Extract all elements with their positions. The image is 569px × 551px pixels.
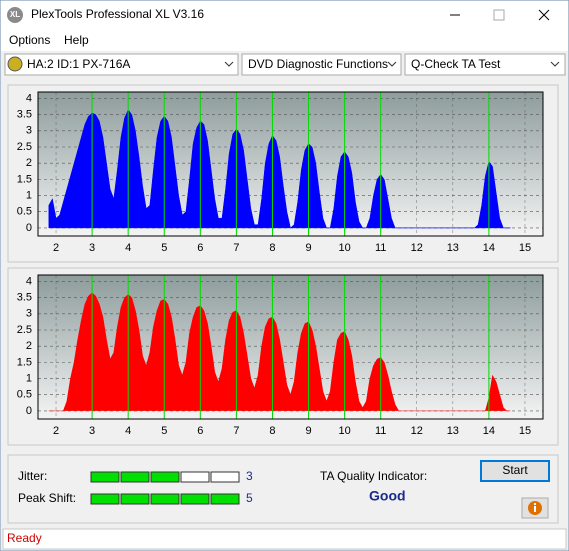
app-icon-text: XL <box>10 10 20 19</box>
plot-border <box>37 274 544 420</box>
level-box <box>120 471 150 483</box>
dropdown-arrow <box>550 61 560 67</box>
level-box <box>150 471 180 483</box>
quality-label: TA Quality Indicator: <box>320 469 427 483</box>
status-text: Ready <box>7 531 42 545</box>
y-tick-label: 4 <box>26 275 32 287</box>
level-box <box>180 493 210 505</box>
test-select-text: Q-Check TA Test <box>411 57 501 71</box>
x-tick-label: 13 <box>447 242 459 254</box>
y-tick-label: 1.5 <box>17 356 32 368</box>
window-title: PlexTools Professional XL V3.16 <box>31 7 204 21</box>
drive-select-text: HA:2 ID:1 PX-716A <box>27 57 130 71</box>
info-icon-glyph <box>534 506 536 512</box>
x-tick-label: 9 <box>305 425 311 437</box>
x-tick-label: 5 <box>161 425 167 437</box>
start-button[interactable] <box>480 460 550 482</box>
x-tick-label: 4 <box>125 242 131 254</box>
x-tick-label: 9 <box>305 242 311 254</box>
status-bar <box>2 528 567 550</box>
y-tick-label: 2.5 <box>17 324 32 336</box>
close-button[interactable] <box>538 9 550 21</box>
x-tick-label: 10 <box>338 425 350 437</box>
x-tick-label: 15 <box>519 242 531 254</box>
x-tick-label: 12 <box>411 425 423 437</box>
x-tick-label: 7 <box>233 425 239 437</box>
x-tick-label: 4 <box>125 425 131 437</box>
y-tick-label: 1.5 <box>17 173 32 185</box>
y-tick-label: 3 <box>26 125 32 137</box>
dropdown-arrow <box>224 61 234 67</box>
y-tick-label: 2.5 <box>17 141 32 153</box>
menu-item[interactable]: Help <box>64 33 89 47</box>
jitter-value: 3 <box>246 469 253 483</box>
function-select[interactable] <box>241 53 402 76</box>
y-tick-label: 3 <box>26 308 32 320</box>
y-tick-label: 3.5 <box>17 292 32 304</box>
function-select-text: DVD Diagnostic Functions <box>248 57 388 71</box>
drive-select[interactable] <box>4 53 239 76</box>
y-tick-label: 1 <box>26 189 32 201</box>
peak-shift-label: Peak Shift: <box>18 491 76 505</box>
y-tick-label: 0 <box>26 222 32 234</box>
start-button-text: Start <box>502 463 528 477</box>
y-tick-label: 0.5 <box>17 389 32 401</box>
x-tick-label: 2 <box>53 425 59 437</box>
x-tick-label: 3 <box>89 425 95 437</box>
x-tick-label: 3 <box>89 242 95 254</box>
maximize-button[interactable] <box>493 9 505 21</box>
x-tick-label: 6 <box>197 425 203 437</box>
y-tick-label: 2 <box>26 157 32 169</box>
x-tick-label: 5 <box>161 242 167 254</box>
x-tick-label: 14 <box>483 425 495 437</box>
peak-shift-value: 5 <box>246 491 253 505</box>
level-box <box>210 493 240 505</box>
title-bar <box>1 1 568 30</box>
x-tick-label: 12 <box>411 242 423 254</box>
x-tick-label: 8 <box>269 425 275 437</box>
x-tick-label: 7 <box>233 242 239 254</box>
y-tick-label: 4 <box>26 92 32 104</box>
level-box <box>150 493 180 505</box>
test-select[interactable] <box>404 53 566 76</box>
level-box <box>210 471 240 483</box>
y-tick-label: 2 <box>26 340 32 352</box>
level-box <box>120 493 150 505</box>
info-icon-glyph <box>534 503 536 505</box>
jitter-label: Jitter: <box>18 469 47 483</box>
y-tick-label: 0 <box>26 405 32 417</box>
menu-item[interactable]: Options <box>9 33 50 47</box>
x-tick-label: 10 <box>338 242 350 254</box>
x-tick-label: 6 <box>197 242 203 254</box>
menu-bar <box>1 30 568 51</box>
app-icon <box>7 7 23 23</box>
plot-border <box>37 91 544 237</box>
y-tick-label: 0.5 <box>17 206 32 218</box>
level-box <box>90 493 120 505</box>
y-tick-label: 1 <box>26 372 32 384</box>
x-tick-label: 2 <box>53 242 59 254</box>
x-tick-label: 11 <box>375 425 386 437</box>
x-tick-label: 8 <box>269 242 275 254</box>
level-box <box>90 471 120 483</box>
x-tick-label: 15 <box>519 425 531 437</box>
x-tick-label: 11 <box>375 242 386 254</box>
quality-value: Good <box>369 488 406 504</box>
results-panel <box>7 454 559 524</box>
y-tick-label: 3.5 <box>17 109 32 121</box>
drive-icon <box>7 56 23 72</box>
x-tick-label: 14 <box>483 242 495 254</box>
x-tick-label: 13 <box>447 425 459 437</box>
dropdown-arrow <box>387 61 397 67</box>
level-box <box>180 471 210 483</box>
